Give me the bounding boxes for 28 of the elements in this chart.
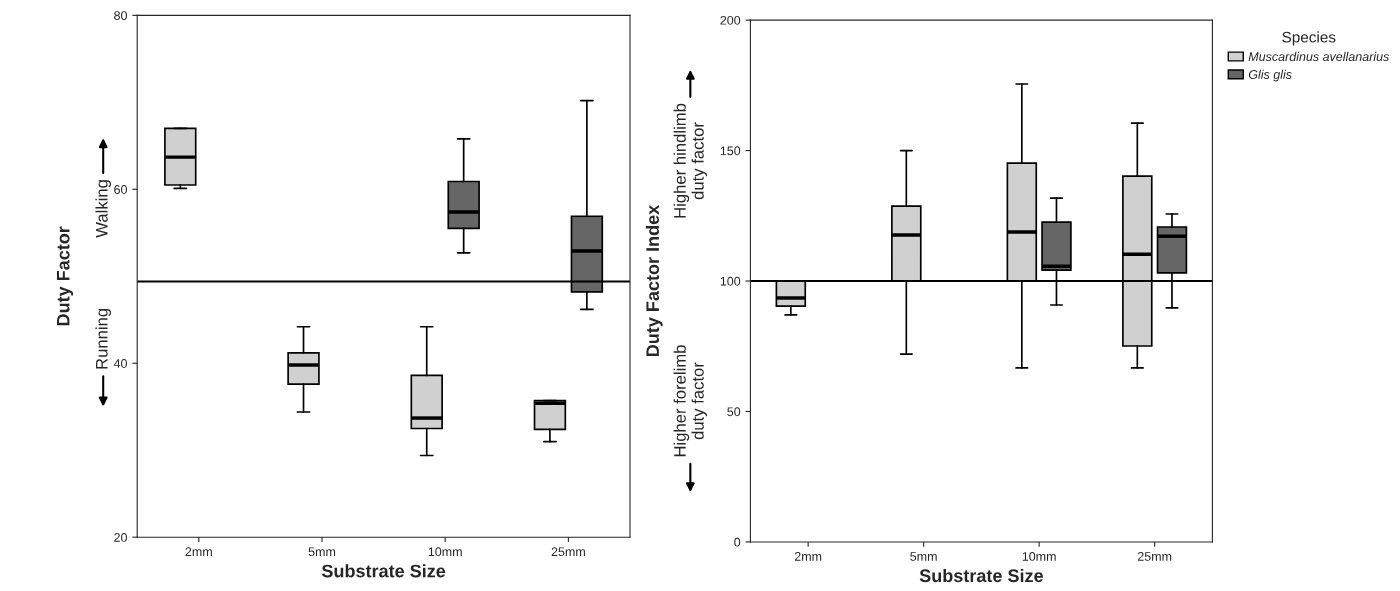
y-tick-label: 200 [720,15,741,25]
y-axis-title: Duty Factor Index [645,204,663,357]
y-tick-label: 100 [720,276,741,286]
x-tick-label: 10mm [1022,552,1056,561]
x-tick-label: 5mm [910,552,937,561]
y-tick-label: 20 [114,533,127,542]
legend-label: Glis glis [1248,69,1292,82]
y-tick-label: 0 [734,537,741,547]
y-axis-title: Duty Factor [56,226,74,326]
text: Higher forelimb duty factor [673,345,708,457]
y-tick-label: 150 [720,146,741,156]
text: Higher hindlimb duty factor [673,103,708,218]
x-tick-label: 2mm [794,552,822,561]
x-tick-label: 2mm [185,547,212,556]
legend-title: Species [1282,31,1336,46]
y-tick-label: 60 [114,185,127,194]
x-tick-label: 5mm [308,547,336,557]
text: Walking [95,180,111,238]
legend-label: Muscardinus avellanarius [1248,51,1390,62]
x-tick-label: 10mm [428,547,462,557]
y-tick-label: 50 [727,407,741,417]
x-axis-title: Substrate Size [919,568,1043,583]
y-tick-label: 40 [113,359,127,368]
x-axis-title: Substrate Size [321,564,446,578]
y-tick-label: 80 [114,11,127,21]
x-tick-label: 25mm [551,547,585,557]
text: Running [95,308,111,369]
x-tick-label: 25mm [1137,552,1172,561]
